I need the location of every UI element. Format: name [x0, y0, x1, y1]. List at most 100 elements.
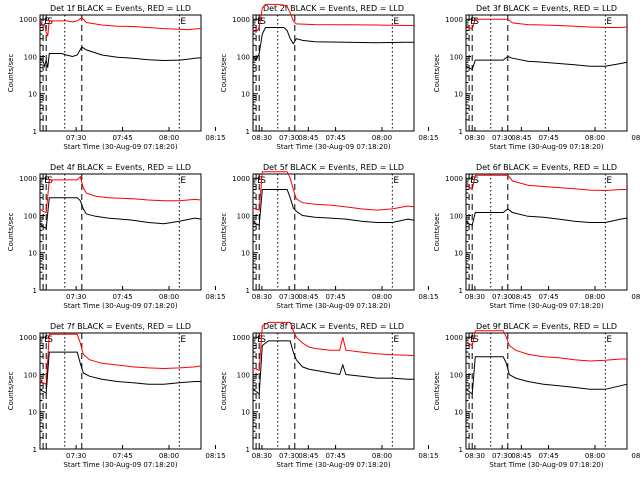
panel-title: Det 1f BLACK = Events, RED = LLD — [50, 4, 191, 13]
y-tick-label: 10 — [28, 91, 37, 99]
y-tick-label: 10 — [28, 250, 37, 258]
x-tick-label: 07:45 — [112, 134, 132, 142]
x-tick-label: 07:30 — [66, 452, 86, 460]
event-marker-label: E — [44, 17, 50, 27]
x-tick-label: 08:15 — [418, 452, 438, 460]
panel-title: Det 3f BLACK = Events, RED = LLD — [476, 4, 617, 13]
y-tick-label: 100 — [24, 53, 37, 61]
x-tick-label: 07:30 — [492, 293, 512, 301]
y-tick-label: 1 — [33, 128, 37, 136]
x-axis-label: Start Time (30-Aug-09 07:18:20) — [63, 461, 177, 469]
event-marker-label: S — [473, 17, 479, 27]
event-marker-label: S — [260, 335, 266, 345]
x-tick-label: 07:45 — [325, 452, 345, 460]
x-tick-label: 08:15 — [631, 134, 640, 142]
x-tick-label: 08:15 — [418, 134, 438, 142]
x-tick-label: 08:45 — [298, 134, 318, 142]
plot-frame — [465, 173, 628, 291]
plot-frame — [39, 173, 202, 291]
x-tick-label: 08:00 — [585, 134, 605, 142]
events-series-line — [465, 55, 628, 71]
y-tick-label: 100 — [450, 53, 463, 61]
x-tick-label: 07:30 — [279, 293, 299, 301]
detector-panel-7: Det 7f BLACK = Events, RED = LLD11010010… — [7, 322, 318, 469]
y-tick-label: 1000 — [232, 16, 250, 24]
x-tick-label: 07:30 — [66, 293, 86, 301]
detector-panel-6: Det 6f BLACK = Events, RED = LLD 1 10 100 10… — [433, 163, 640, 310]
event-marker-label: E — [180, 335, 186, 345]
x-tick-label: 08:00 — [372, 134, 392, 142]
detector-panel-5: Det 5f BLACK = Events, RED = LLD11010010… — [220, 163, 531, 310]
y-tick-label: 1000 — [445, 16, 463, 24]
panel-title: Det 4f BLACK = Events, RED = LLD — [50, 163, 191, 172]
event-marker-label: E — [257, 176, 263, 186]
x-tick-label: 08:30 — [252, 293, 272, 301]
event-marker-label: E — [606, 17, 612, 27]
events-series-line — [39, 46, 202, 69]
panel-title: Det 2f BLACK = Events, RED = LLD — [263, 4, 404, 13]
x-tick-label: 07:45 — [538, 452, 558, 460]
x-tick-label: 08:15 — [205, 293, 225, 301]
y-tick-label: 100 — [450, 371, 463, 379]
event-marker-label: E — [606, 335, 612, 345]
y-tick-label: 1 — [246, 128, 250, 136]
y-tick-label: 100 — [450, 212, 463, 220]
x-tick-label: 08:30 — [465, 452, 485, 460]
panel-title: Det 5f BLACK = Events, RED = LLD — [263, 163, 404, 172]
detector-panel-9: Det 9f BLACK = Events, RED = LLD 1 10 100 10… — [433, 322, 640, 469]
y-tick-label: 10 — [241, 409, 250, 417]
x-tick-label: 08:30 — [252, 452, 272, 460]
detector-panel-1: Det 1f BLACK = Events, RED = LLD11010010… — [7, 4, 318, 151]
event-marker-label: S — [47, 176, 53, 186]
events-series-line — [252, 27, 414, 62]
events-series-line — [39, 197, 202, 230]
detector-panel-8: Det 8f BLACK = Events, RED = LLD11010010… — [220, 321, 531, 469]
x-tick-label: 07:30 — [279, 134, 299, 142]
x-tick-label: 07:30 — [279, 452, 299, 460]
y-axis-label: Counts/sec — [7, 54, 15, 93]
y-axis-label: Counts/sec — [433, 54, 441, 93]
y-tick-label: 1000 — [232, 334, 250, 342]
y-tick-label: 100 — [24, 371, 37, 379]
x-tick-label: 08:30 — [252, 134, 272, 142]
events-series-line — [252, 189, 415, 226]
detector-panel-4: Det 4f BLACK = Events, RED = LLD11010010… — [7, 163, 318, 310]
panel-title: Det 9f BLACK = Events, RED = LLD — [476, 322, 617, 331]
y-axis-label: Counts/sec — [7, 372, 15, 411]
event-marker-label: E — [44, 176, 50, 186]
panel-title: Det 8f BLACK = Events, RED = LLD — [263, 322, 404, 331]
y-axis-label: Counts/sec — [220, 372, 228, 411]
x-tick-label: 07:45 — [325, 134, 345, 142]
y-tick-label: 1 — [33, 287, 37, 295]
x-tick-label: 08:00 — [159, 452, 179, 460]
x-tick-label: 08:15 — [205, 452, 225, 460]
x-tick-label: 07:30 — [66, 134, 86, 142]
x-axis-label: Start Time (30-Aug-09 07:18:20) — [63, 302, 177, 310]
event-marker-label: E — [606, 176, 612, 186]
x-tick-label: 08:45 — [511, 293, 531, 301]
x-tick-label: 08:30 — [465, 293, 485, 301]
x-tick-label: 08:15 — [418, 293, 438, 301]
x-tick-label: 08:45 — [511, 452, 531, 460]
y-tick-label: 10 — [454, 91, 463, 99]
event-marker-label: E — [393, 17, 399, 27]
x-axis-label: Start Time (30-Aug-09 07:18:20) — [489, 143, 603, 151]
events-series-line — [465, 356, 628, 395]
events-series-line — [465, 208, 628, 226]
x-axis-label: Start Time (30-Aug-09 07:18:20) — [489, 302, 603, 310]
detector-panel-2: Det 2f BLACK = Events, RED = LLD 1 10 100 10… — [220, 3, 531, 151]
plot-frame — [39, 14, 202, 132]
panel-title: Det 6f BLACK = Events, RED = LLD — [476, 163, 617, 172]
y-axis-label: Counts/sec — [7, 213, 15, 252]
event-marker-label: E — [257, 335, 263, 345]
x-tick-label: 08:45 — [511, 134, 531, 142]
y-axis-label: Counts/sec — [433, 213, 441, 252]
lld-series-line — [39, 333, 202, 385]
y-tick-label: 10 — [454, 409, 463, 417]
lld-series-line — [252, 321, 415, 372]
x-axis-label: Start Time (30-Aug-09 07:18:20) — [489, 461, 603, 469]
y-tick-label: 1000 — [445, 175, 463, 183]
x-tick-label: 07:30 — [492, 452, 512, 460]
y-tick-label: 1000 — [19, 16, 37, 24]
